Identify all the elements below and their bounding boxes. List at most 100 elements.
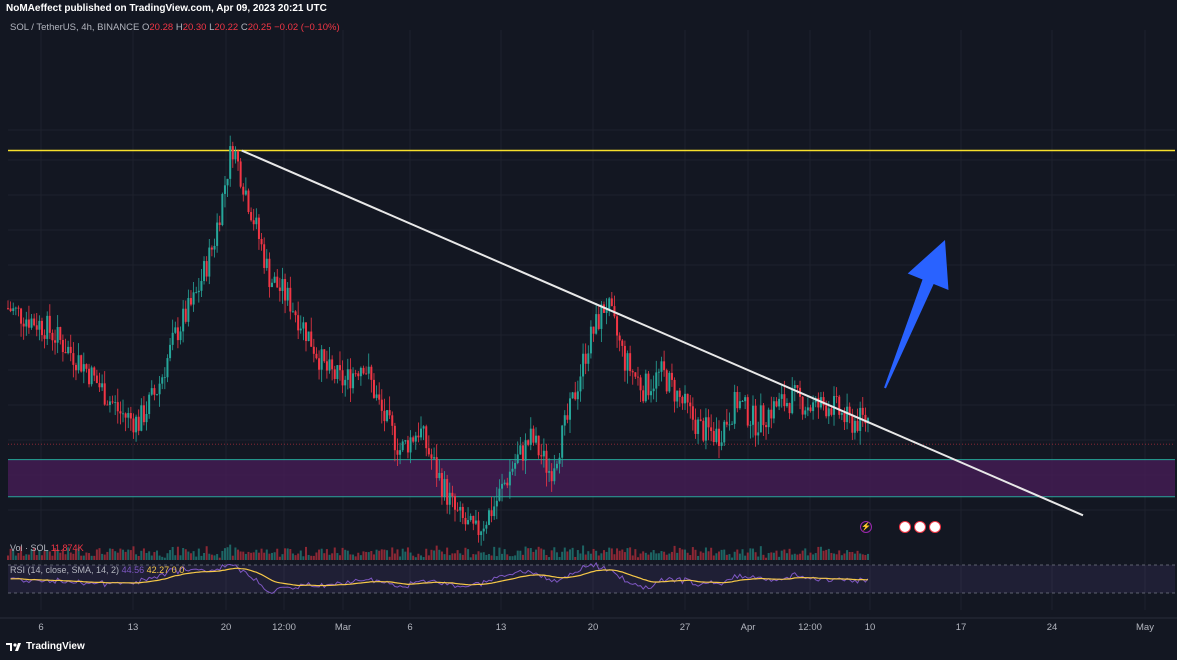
volume-bar xyxy=(67,547,70,560)
volume-label[interactable]: Vol · SOL xyxy=(10,543,49,553)
candle-body xyxy=(137,416,140,431)
volume-bar xyxy=(508,556,511,560)
volume-bar xyxy=(9,548,12,560)
volume-bar xyxy=(221,550,224,560)
candle-body xyxy=(655,372,658,389)
volume-bar xyxy=(785,553,788,560)
volume-bar xyxy=(775,550,778,560)
volume-bar xyxy=(689,555,692,560)
volume-bar xyxy=(74,550,77,560)
candle-body xyxy=(289,287,292,312)
volume-bar xyxy=(542,549,545,560)
volume-bar xyxy=(830,552,833,560)
candle-body xyxy=(95,375,98,384)
volume-bar xyxy=(90,555,93,560)
volume-bar xyxy=(88,553,91,560)
candle-body xyxy=(142,405,145,423)
candle-body xyxy=(861,407,864,415)
candle-body xyxy=(796,385,799,388)
volume-bar xyxy=(354,556,357,560)
candle-body xyxy=(697,419,700,434)
candle-body xyxy=(179,331,182,341)
candle-body xyxy=(284,279,287,301)
candle-body xyxy=(223,185,226,194)
candle-body xyxy=(595,314,598,334)
rsi-label[interactable]: RSI (14, close, SMA, 14, 2) xyxy=(10,565,120,575)
tradingview-logo-icon[interactable] xyxy=(6,642,22,652)
candle-body xyxy=(506,482,509,486)
candle-body xyxy=(299,328,302,331)
volume-bar xyxy=(346,550,349,560)
candle-body xyxy=(600,304,603,329)
candle-body xyxy=(744,397,747,402)
candle-body xyxy=(391,415,394,426)
flag-event-icon[interactable] xyxy=(929,521,941,533)
volume-bar xyxy=(744,555,747,560)
candle-body xyxy=(456,509,459,511)
flash-event-icon[interactable]: ⚡ xyxy=(860,521,872,533)
candle-body xyxy=(74,364,77,371)
candle-body xyxy=(414,435,417,442)
volume-bar xyxy=(380,549,383,560)
x-tick-label: 13 xyxy=(127,622,139,633)
volume-bar xyxy=(414,557,417,560)
symbol-label[interactable]: SOL / TetherUS, 4h, BINANCE xyxy=(10,22,140,33)
up-arrow xyxy=(884,240,949,389)
candle-body xyxy=(767,409,770,428)
events-row: ⚡ xyxy=(860,521,941,533)
candle-body xyxy=(508,471,511,486)
rsi-extra-2: 0 xyxy=(179,565,185,575)
candle-body xyxy=(132,418,135,433)
flag-event-icon[interactable] xyxy=(899,521,911,533)
volume-bar xyxy=(328,554,331,560)
candle-body xyxy=(629,353,632,372)
volume-bar xyxy=(218,557,221,560)
volume-bar xyxy=(741,549,744,560)
candle-body xyxy=(548,471,551,473)
candle-body xyxy=(634,372,637,377)
candle-body xyxy=(636,376,639,378)
volume-bar xyxy=(179,555,182,560)
volume-bar xyxy=(422,557,425,560)
candle-body xyxy=(375,394,378,398)
volume-bar xyxy=(736,549,739,560)
candle-body xyxy=(467,520,470,525)
volume-bar xyxy=(464,547,467,560)
candle-body xyxy=(372,379,375,398)
volume-bar xyxy=(853,553,856,560)
candle-body xyxy=(349,369,352,389)
candle-body xyxy=(833,396,836,415)
volume-bar xyxy=(707,551,710,560)
candle-body xyxy=(741,401,744,402)
volume-bar xyxy=(129,550,132,560)
volume-bar xyxy=(213,555,216,560)
volume-bar xyxy=(318,549,321,560)
candle-body xyxy=(702,420,705,441)
volume-bar xyxy=(569,549,572,560)
candle-body xyxy=(30,318,33,328)
candle-body xyxy=(417,435,420,438)
volume-bar xyxy=(710,547,713,560)
candle-body xyxy=(412,437,415,442)
flag-event-icon[interactable] xyxy=(914,521,926,533)
volume-bar xyxy=(634,549,637,560)
candle-body xyxy=(271,282,274,288)
volume-bar xyxy=(482,552,485,560)
candle-body xyxy=(323,349,326,362)
volume-bar xyxy=(433,550,436,560)
volume-bar xyxy=(223,548,226,560)
candle-body xyxy=(704,417,707,441)
volume-bar xyxy=(652,550,655,560)
candle-body xyxy=(830,408,833,415)
volume-bar xyxy=(759,546,762,560)
volume-bar xyxy=(51,555,54,560)
volume-bar xyxy=(806,555,809,560)
candle-body xyxy=(406,440,409,453)
candle-body xyxy=(250,212,253,221)
volume-bar xyxy=(383,549,386,560)
volume-bar xyxy=(420,555,423,560)
candle-body xyxy=(501,483,504,489)
volume-bar xyxy=(399,556,402,560)
volume-bar xyxy=(626,548,629,560)
